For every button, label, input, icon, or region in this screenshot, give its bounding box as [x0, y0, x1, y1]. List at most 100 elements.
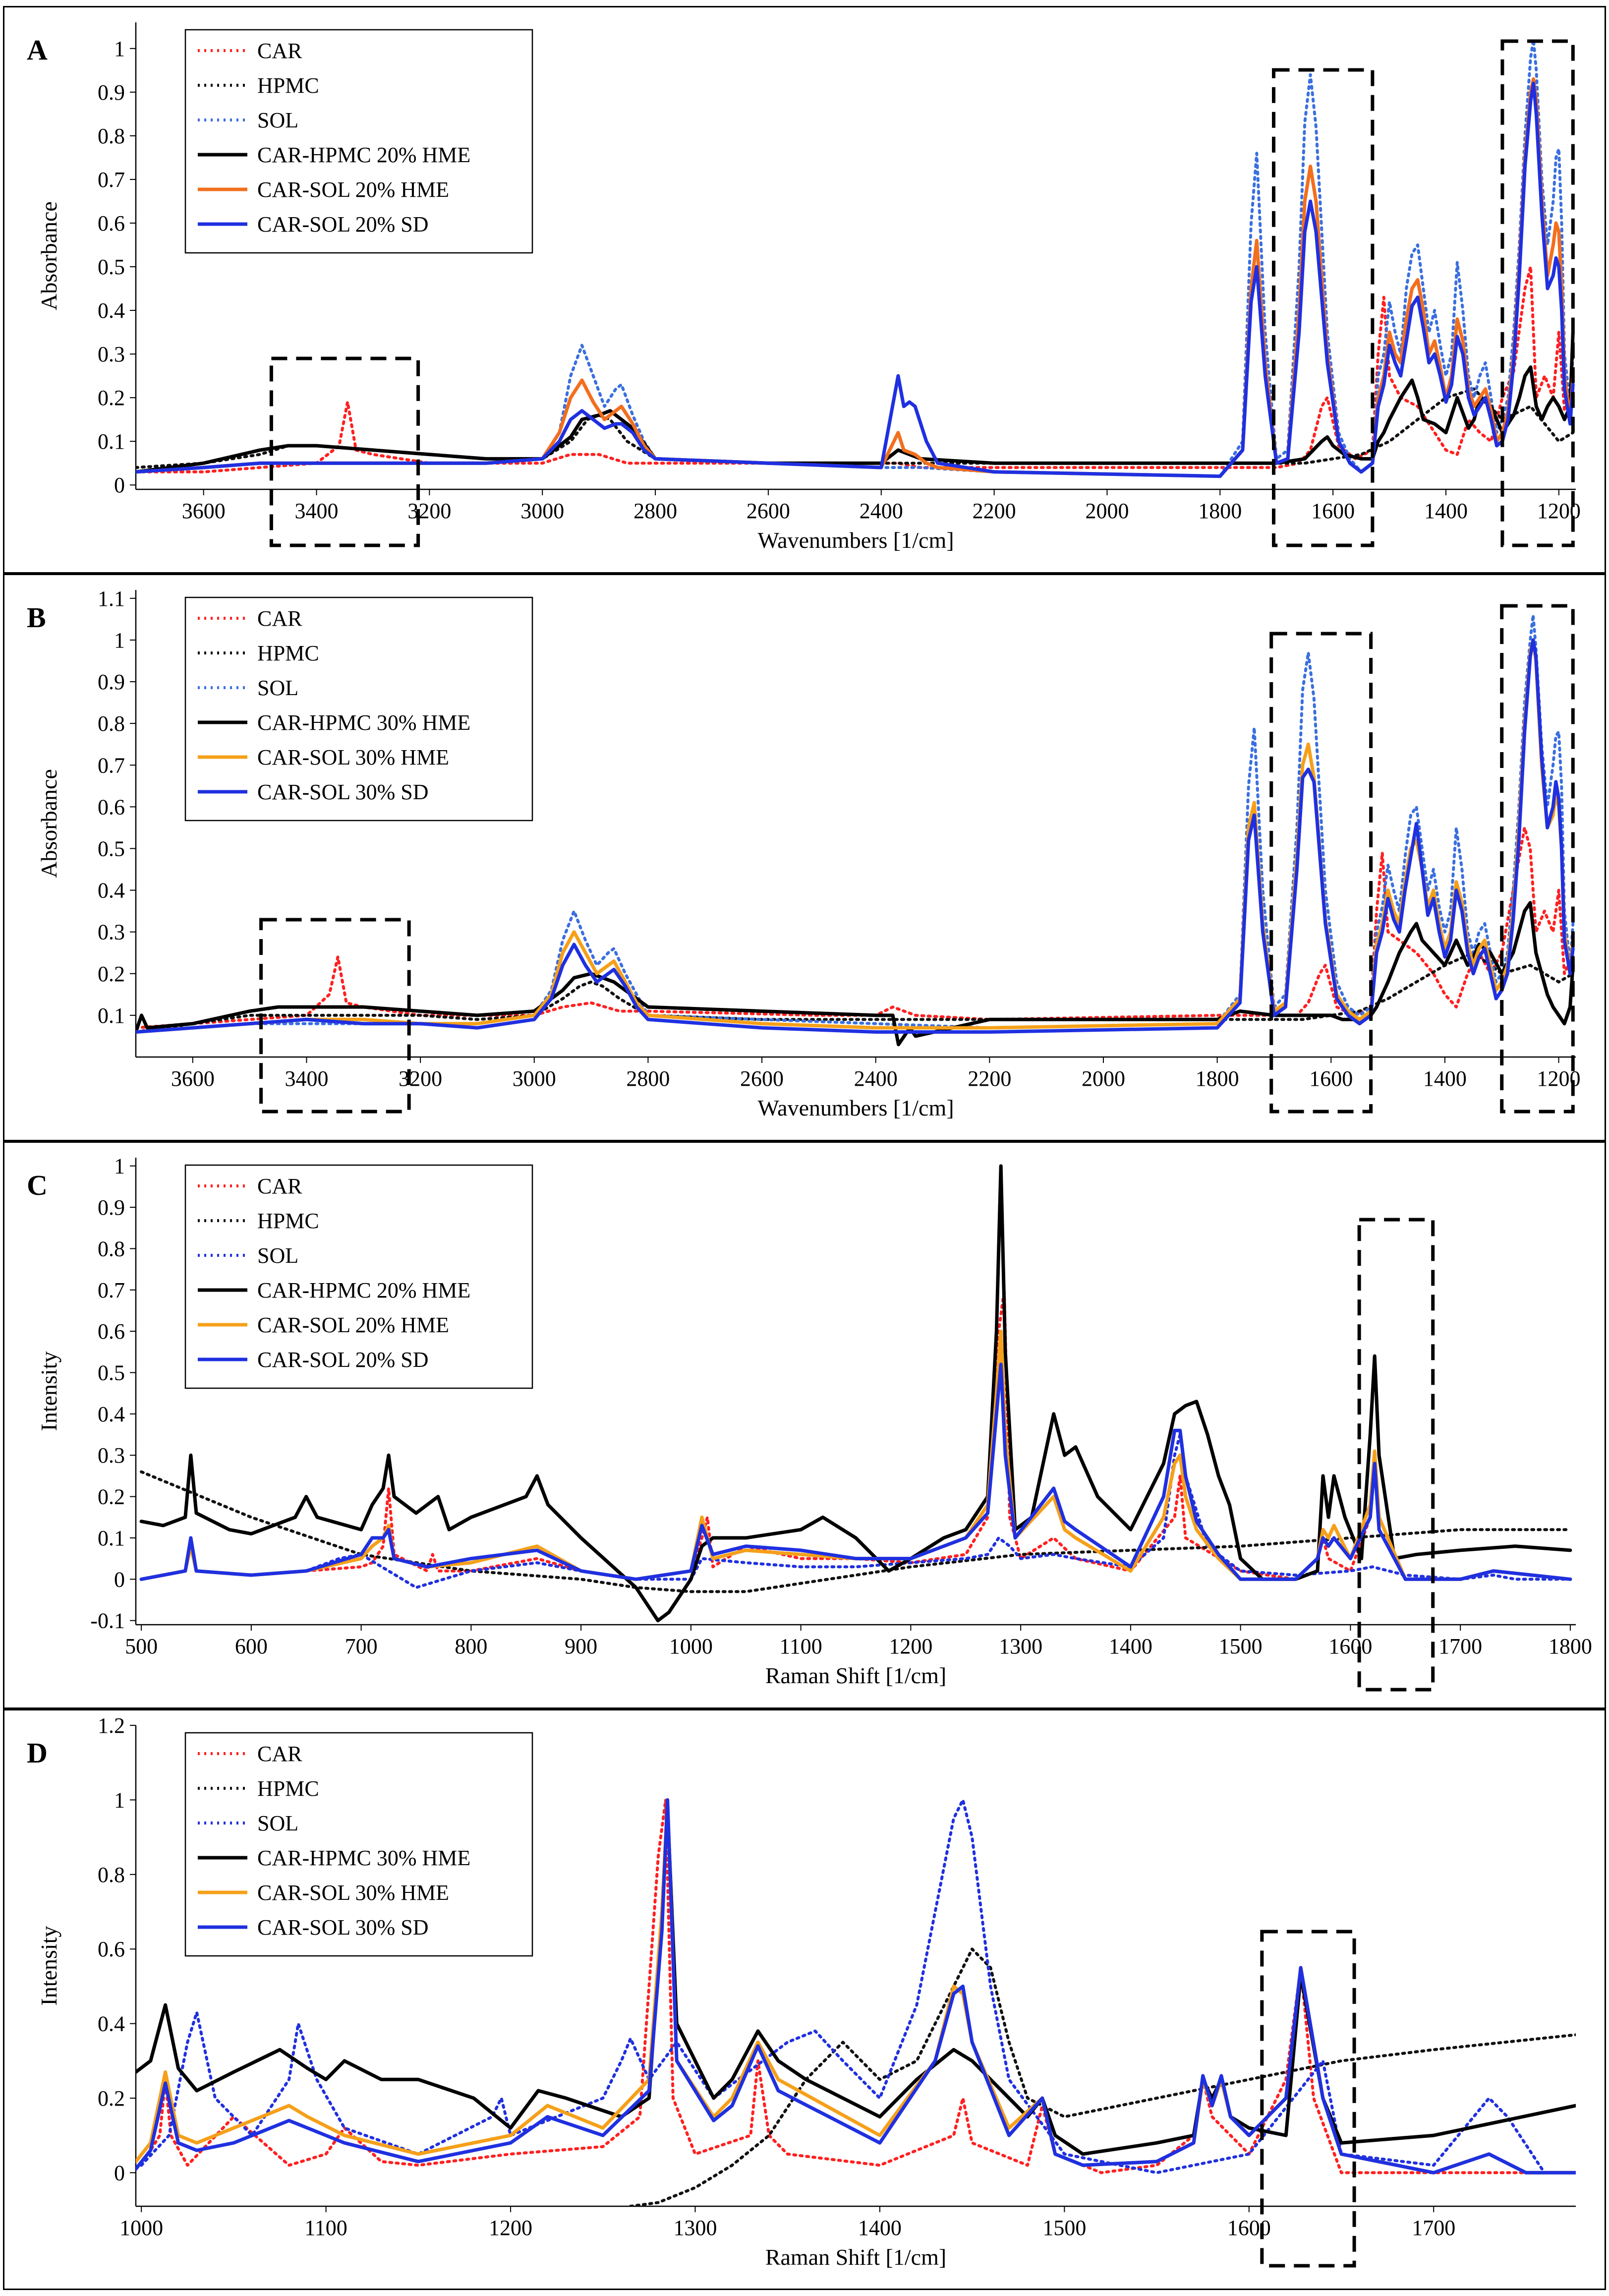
- legend-label: SOL: [257, 1243, 298, 1268]
- legend-label: CAR-SOL 20% SD: [257, 212, 429, 236]
- series-line: [629, 1947, 1576, 2206]
- x-tick-label: 2400: [860, 499, 903, 523]
- x-tick-label: 2400: [854, 1066, 898, 1091]
- highlight-box: [1357, 1218, 1435, 1692]
- series-line: [136, 387, 1575, 469]
- series-line: [136, 638, 1575, 1034]
- highlight-box: [1272, 68, 1375, 547]
- series-line: [136, 81, 1575, 478]
- x-tick-label: 900: [565, 1634, 597, 1658]
- x-tick-label: 2200: [973, 499, 1016, 523]
- x-tick-label: 1400: [858, 2216, 902, 2240]
- legend-label: HPMC: [257, 1776, 319, 1801]
- x-tick-label: 3600: [182, 499, 226, 523]
- y-tick-label: 0.8: [98, 1863, 125, 1887]
- y-tick-label: 0.9: [98, 1195, 125, 1220]
- x-tick-label: 1200: [889, 1634, 932, 1658]
- y-tick-label: 1: [114, 37, 125, 61]
- chart-a: 3600 3400 3200 3000 2800 2600 2400 2200 2000 1800…: [27, 22, 1581, 553]
- y-tick-label: 1: [114, 1154, 125, 1178]
- plot-area: [139, 1164, 1572, 1623]
- x-tick-label: 2600: [740, 1066, 784, 1091]
- y-tick-label: 0.4: [98, 2012, 125, 2036]
- series-line: [136, 265, 1575, 473]
- y-axis-title: Absorbance: [36, 201, 61, 310]
- y-tick-label: 0: [114, 2161, 125, 2185]
- x-tick-label: 1100: [304, 2216, 347, 2240]
- series-line: [140, 1470, 1572, 1593]
- y-tick-label: -0.1: [90, 1609, 125, 1633]
- legend-label: CAR-HPMC 30% HME: [257, 710, 470, 735]
- highlight-box: [269, 356, 420, 547]
- y-tick-label: 0.8: [98, 1236, 125, 1261]
- y-tick-label: 0: [114, 1567, 125, 1591]
- x-tick-label: 3200: [399, 1066, 442, 1091]
- chart-b: 3600 3400 3200 3000 2800 2600 2400 2200 2000 1800…: [27, 587, 1581, 1120]
- y-tick-label: 0.8: [98, 711, 125, 736]
- y-tick-label: 0: [114, 473, 125, 497]
- y-tick-label: 0.3: [98, 920, 125, 944]
- legend-label: CAR-SOL 20% HME: [257, 177, 449, 202]
- legend-label: CAR-SOL 30% HME: [257, 1881, 449, 1905]
- panel-a: 3600 3400 3200 3000 2800 2600 2400 2200 2000 1800…: [3, 6, 1606, 574]
- x-tick-label: 1600: [1311, 499, 1355, 523]
- legend-label: CAR-SOL 30% SD: [257, 780, 429, 804]
- y-tick-label: 0.3: [98, 1443, 125, 1468]
- x-tick-label: 1700: [1412, 2216, 1455, 2240]
- y-tick-label: 1.2: [98, 1713, 125, 1738]
- y-tick-label: 1: [114, 1788, 125, 1812]
- y-tick-label: 0.5: [98, 255, 125, 279]
- x-tick-label: 1400: [1424, 499, 1468, 523]
- x-axis-title: Raman Shift [1/cm]: [765, 1663, 946, 1688]
- y-tick-label: 0.1: [98, 1003, 125, 1028]
- x-tick-label: 500: [125, 1634, 158, 1658]
- y-tick-label: 0.6: [98, 1319, 125, 1344]
- x-tick-label: 3400: [295, 499, 339, 523]
- y-tick-label: 0.4: [98, 1402, 125, 1426]
- legend-label: CAR-SOL 20% HME: [257, 1313, 449, 1337]
- series-line: [140, 1798, 1576, 2175]
- series-line: [136, 330, 1575, 474]
- legend-label: HPMC: [257, 641, 319, 665]
- x-tick-label: 1400: [1109, 1634, 1152, 1658]
- x-tick-label: 1500: [1219, 1634, 1263, 1658]
- x-tick-label: 1200: [489, 2216, 532, 2240]
- series-line: [136, 826, 1575, 1030]
- legend-label: CAR: [257, 39, 302, 63]
- x-tick-label: 1500: [1042, 2216, 1086, 2240]
- legend-label: CAR-HPMC 20% HME: [257, 143, 470, 167]
- legend-box: [184, 596, 533, 822]
- x-tick-label: 1700: [1438, 1634, 1482, 1658]
- y-tick-label: 0.8: [98, 124, 125, 148]
- highlight-box: [1260, 1930, 1356, 2268]
- legend-label: HPMC: [257, 1209, 319, 1233]
- series-line: [140, 1798, 1576, 2175]
- x-axis-title: Raman Shift [1/cm]: [765, 2244, 946, 2270]
- legend-label: CAR-HPMC 20% HME: [257, 1278, 470, 1302]
- x-tick-label: 800: [455, 1634, 487, 1658]
- x-tick-label: 1800: [1196, 1066, 1239, 1091]
- panel-c: 500 600 700 800 900 1000 1100 1200 1300 1400 1500 1…: [3, 1141, 1606, 1709]
- x-tick-label: 1800: [1198, 499, 1242, 523]
- legend-label: CAR: [257, 1174, 302, 1198]
- y-tick-label: 0.2: [98, 1485, 125, 1509]
- legend-label: CAR: [257, 606, 302, 631]
- x-tick-label: 700: [345, 1634, 378, 1658]
- chart-c: 500 600 700 800 900 1000 1100 1200 1300 1400 1500 1…: [27, 1154, 1592, 1692]
- y-tick-label: 0.2: [98, 386, 125, 410]
- plot-area: [136, 1798, 1576, 2206]
- legend-label: SOL: [257, 676, 298, 700]
- x-tick-label: 2600: [747, 499, 790, 523]
- plot-area: [136, 38, 1575, 478]
- y-tick-label: 0.4: [98, 879, 125, 903]
- legend-label: CAR-SOL 20% SD: [257, 1348, 429, 1372]
- y-tick-label: 0.6: [98, 211, 125, 235]
- legend-label: CAR-SOL 30% SD: [257, 1915, 429, 1940]
- y-tick-label: 0.2: [98, 962, 125, 986]
- y-tick-label: 0.5: [98, 1360, 125, 1385]
- y-tick-label: 0.7: [98, 168, 125, 192]
- x-tick-label: 1600: [1328, 1634, 1372, 1658]
- x-tick-label: 3000: [513, 1066, 556, 1091]
- y-tick-label: 0.5: [98, 836, 125, 861]
- x-tick-label: 2000: [1085, 499, 1129, 523]
